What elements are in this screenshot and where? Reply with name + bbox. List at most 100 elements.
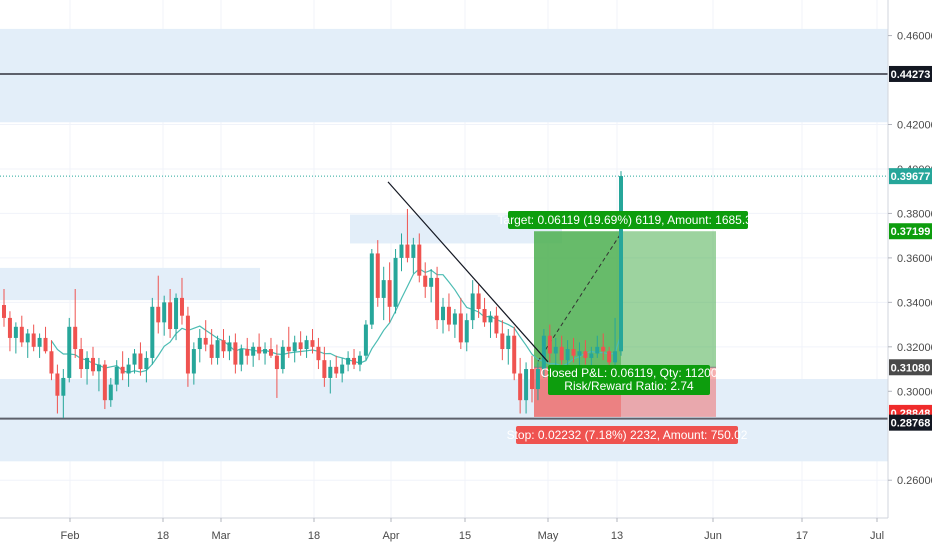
candle-body bbox=[458, 313, 463, 343]
candle-body bbox=[96, 364, 101, 372]
candle-body bbox=[369, 253, 374, 325]
candle-body bbox=[156, 306, 161, 323]
x-tick-label: 17 bbox=[796, 530, 808, 542]
candle-body bbox=[90, 357, 95, 372]
trendline-segment[interactable] bbox=[387, 181, 549, 363]
candle-body bbox=[547, 335, 552, 354]
candle-body bbox=[120, 366, 125, 374]
candle-body bbox=[251, 346, 256, 356]
candle-body bbox=[162, 302, 167, 323]
x-tick-label: 18 bbox=[308, 530, 320, 542]
closed-label: Closed P&L: 0.06119, Qty: 11200 bbox=[540, 366, 717, 380]
candle-body bbox=[565, 349, 570, 361]
candle-body bbox=[304, 340, 309, 350]
candle-body bbox=[423, 275, 428, 287]
candle-body bbox=[43, 337, 48, 352]
candle-body bbox=[530, 369, 535, 390]
price-tag-label: 0.28768 bbox=[891, 418, 931, 430]
candle-body bbox=[67, 326, 72, 378]
candle-body bbox=[435, 277, 440, 321]
y-tick-label: 0.26000 bbox=[897, 475, 932, 487]
candle-body bbox=[150, 306, 155, 358]
position-labels: Target: 0.06119 (19.69%) 6119, Amount: 1… bbox=[497, 211, 759, 444]
candle-body bbox=[274, 355, 279, 370]
candle-body bbox=[613, 351, 618, 363]
trade-path bbox=[537, 232, 622, 362]
candle-body bbox=[209, 344, 214, 358]
candle-body bbox=[132, 353, 137, 365]
candle-body bbox=[286, 346, 291, 352]
ratio-label: Risk/Reward Ratio: 2.74 bbox=[564, 379, 694, 393]
candle-body bbox=[482, 309, 487, 323]
candle-body bbox=[13, 326, 18, 338]
price-tag-bg bbox=[889, 65, 932, 82]
candle-body bbox=[79, 349, 84, 370]
x-tick-label: Jul bbox=[870, 530, 884, 542]
candle-body bbox=[257, 346, 262, 354]
horizontal-lines[interactable] bbox=[0, 72, 888, 420]
candle-body bbox=[49, 351, 54, 374]
candle-body bbox=[595, 346, 600, 354]
candle-body bbox=[470, 293, 475, 321]
candle-body bbox=[197, 337, 202, 350]
candle-body bbox=[357, 355, 362, 365]
candle-body bbox=[452, 313, 457, 325]
candle-body bbox=[280, 346, 285, 370]
candle-body bbox=[619, 176, 623, 352]
stop-label-bg bbox=[516, 426, 738, 444]
candle-body bbox=[31, 333, 36, 347]
price-tag-bg bbox=[889, 223, 932, 240]
candle-body bbox=[524, 369, 529, 401]
target-label-bg bbox=[508, 211, 748, 229]
candle-body bbox=[233, 342, 238, 365]
candle-body bbox=[268, 349, 273, 356]
candle-body bbox=[126, 364, 131, 374]
price-tag-bg bbox=[889, 359, 932, 376]
candle-body bbox=[298, 342, 303, 350]
candle-body bbox=[174, 297, 179, 330]
candle-body bbox=[55, 373, 60, 396]
trendline[interactable] bbox=[387, 181, 549, 363]
candle-body bbox=[559, 346, 564, 361]
candle-body bbox=[179, 297, 184, 316]
candle-body bbox=[601, 346, 606, 352]
candle-body bbox=[500, 333, 505, 350]
candle-body bbox=[25, 333, 30, 343]
time-axis[interactable]: Feb 18 Mar 18 Apr 15 May 13 Jun 17 Jul bbox=[61, 518, 885, 542]
candle-body bbox=[168, 302, 173, 330]
candle-body bbox=[346, 357, 351, 365]
candle-body bbox=[73, 326, 78, 350]
candle-body bbox=[114, 366, 119, 385]
axes bbox=[0, 0, 889, 519]
candle-body bbox=[340, 364, 345, 374]
candle-body bbox=[375, 253, 380, 298]
candle-body bbox=[363, 324, 368, 356]
candle-body bbox=[19, 326, 24, 343]
candle-body bbox=[583, 351, 588, 358]
candle-body bbox=[191, 349, 196, 374]
candle-body bbox=[476, 293, 481, 310]
candle-body bbox=[352, 357, 357, 365]
candle-body bbox=[61, 377, 66, 396]
zone-rect bbox=[0, 28, 888, 123]
x-tick-label: 18 bbox=[157, 530, 169, 542]
candle-body bbox=[2, 305, 6, 318]
candle-body bbox=[239, 349, 244, 365]
candle-body bbox=[607, 351, 612, 363]
candle-body bbox=[399, 244, 404, 258]
x-tick-label: Apr bbox=[382, 530, 399, 542]
x-tick-label: Feb bbox=[61, 530, 80, 542]
candle-body bbox=[215, 340, 220, 358]
candle-body bbox=[292, 342, 297, 352]
candle-body bbox=[441, 306, 446, 321]
candle-body bbox=[322, 360, 327, 378]
candle-body bbox=[512, 335, 517, 374]
candle-body bbox=[387, 280, 392, 307]
candle-body bbox=[310, 340, 315, 347]
candle-body bbox=[85, 357, 90, 370]
